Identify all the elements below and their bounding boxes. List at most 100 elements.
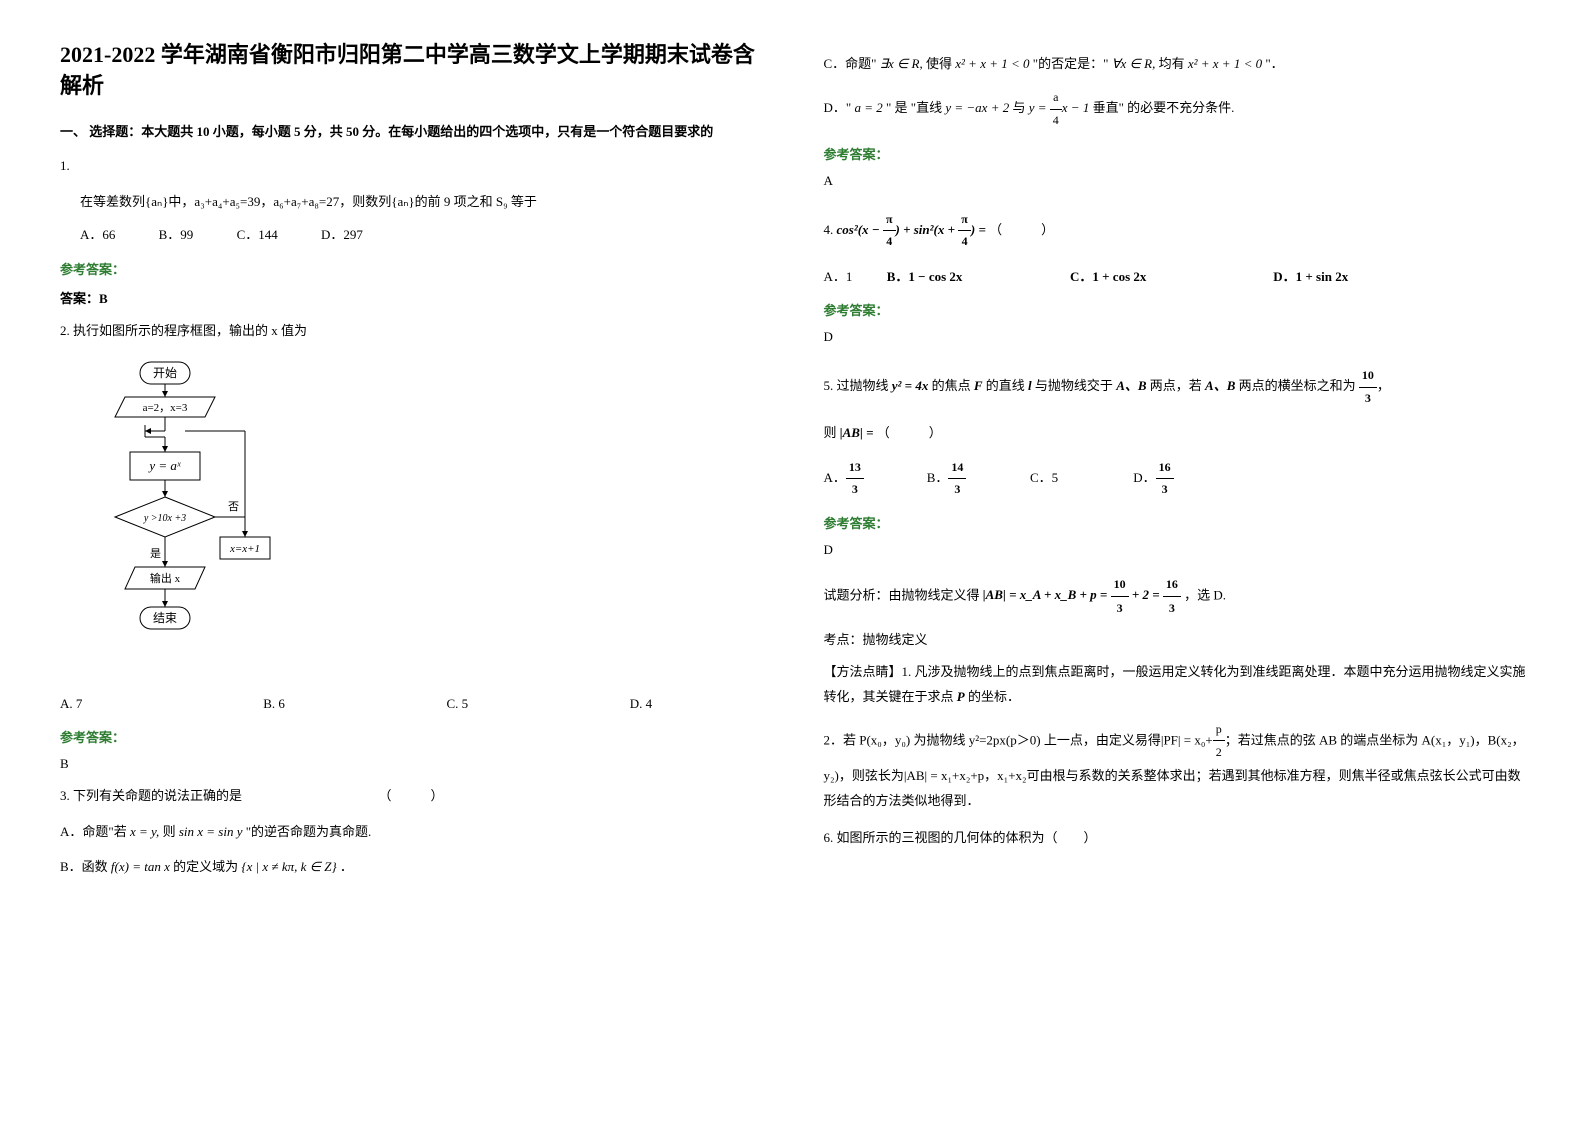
q4-f2d: 4 xyxy=(958,231,971,253)
q3d-post: 垂直" 的必要不充分条件. xyxy=(1093,100,1235,115)
q5-l: l xyxy=(1028,378,1032,393)
fc-inc: x=x+1 xyxy=(229,543,260,555)
q1-number: 1. xyxy=(60,154,764,177)
q5b-pre: B． xyxy=(927,470,949,485)
q3-optD: D．" a = 2 " 是 "直线 y = −ax + 2 与 y = a4x … xyxy=(824,87,1528,131)
q2-answer: B xyxy=(60,756,764,772)
section-heading: 一、 选择题：本大题共 10 小题，每小题 5 分，共 50 分。在每小题给出的… xyxy=(60,122,764,143)
q4-optB: B．1 − cos 2x xyxy=(887,265,1067,288)
q3b-set: {x | x ≠ kπ, k ∈ Z} xyxy=(241,859,336,874)
q5-sd: 3 xyxy=(1359,388,1377,410)
fc-output: 输出 x xyxy=(150,571,181,585)
q1-optB: B．99 xyxy=(159,223,194,246)
q5-mP: P xyxy=(957,689,965,704)
q3c-mid2: "的否定是：" xyxy=(1033,56,1109,71)
q5-an-post: ，选 D. xyxy=(1184,587,1226,602)
q5-m5: 两点的横坐标之和为 xyxy=(1239,378,1356,393)
q5-F: F xyxy=(974,378,983,393)
q5-m1p: 的坐标． xyxy=(968,689,1020,704)
q5-an-pre: 试题分析：由抛物线定义得 xyxy=(824,587,980,602)
q5b-d: 3 xyxy=(948,479,966,501)
fc-start: 开始 xyxy=(153,366,177,380)
q2-answer-label: 参考答案： xyxy=(60,727,764,746)
q4-options: A．1 B．1 − cos 2x C．1 + cos 2x D．1 + sin … xyxy=(824,265,1528,288)
q4-answer-label: 参考答案： xyxy=(824,300,1528,319)
page-container: 2021-2022 学年湖南省衡阳市归阳第二中学高三数学文上学期期末试卷含解析 … xyxy=(60,40,1527,891)
q2-number: 2. xyxy=(60,323,73,338)
q3d-l2-post: x − 1 xyxy=(1062,100,1090,115)
q4-optC: C．1 + cos 2x xyxy=(1070,265,1270,288)
fc-yes: 是 xyxy=(150,547,161,560)
fc-end: 结束 xyxy=(153,611,177,625)
question-6: 6. 如图所示的三视图的几何体的体积为（ ） xyxy=(824,826,1528,849)
q3-number: 3. xyxy=(60,788,73,803)
q5-an-mid: + 2 = xyxy=(1129,587,1163,602)
q3c-expr: x² + x + 1 < 0 xyxy=(955,56,1029,71)
q5-AB: A、B xyxy=(1116,378,1146,393)
q2-optB: B. 6 xyxy=(263,692,443,715)
q1-answer: 答案：B xyxy=(60,288,764,307)
q4-f1d: 4 xyxy=(883,231,896,253)
q6-text: 如图所示的三视图的几何体的体积为（ ） xyxy=(837,830,1097,845)
q3a-post: "的逆否命题为真命题. xyxy=(246,824,372,839)
q4-f1n: π xyxy=(883,209,896,232)
question-2: 2. 执行如图所示的程序框图，输出的 x 值为 xyxy=(60,319,764,342)
q5-mt: 【方法点睛】 xyxy=(824,664,902,679)
q3d-l2-num: a xyxy=(1050,87,1062,110)
q5-then: 则 |AB| = （ ） xyxy=(824,421,1528,444)
q1-answer-label: 参考答案： xyxy=(60,259,764,278)
question-1: 1. 在等差数列{aₙ}中，a₃+a₄+a₅=39，a₆+a₇+a₈=27，则数… xyxy=(60,154,764,246)
q2-optA: A. 7 xyxy=(60,692,260,715)
q4-optA: A．1 xyxy=(824,265,884,288)
q5-optC: C．5 xyxy=(1030,466,1130,489)
q3-answer-label: 参考答案： xyxy=(824,144,1528,163)
q3d-l2-pre: y = xyxy=(1029,100,1050,115)
q5-an-n2: 16 xyxy=(1163,573,1181,597)
q4-optD: D．1 + sin 2x xyxy=(1273,265,1348,288)
q5-m1: 的焦点 xyxy=(932,378,971,393)
q5-method2: 2．若 P(x₀，y₀) 为抛物线 y²=2px(p＞0) 上一点，由定义易得|… xyxy=(824,718,1528,814)
q3-optA: A．命题"若 x = y, 则 sin x = sin y "的逆否命题为真命题… xyxy=(60,820,764,843)
q5-AB2: A、B xyxy=(1205,378,1235,393)
q3d-mid: " 是 "直线 xyxy=(886,100,942,115)
q5-an-n1: 10 xyxy=(1111,573,1129,597)
q5-then-pre: 则 xyxy=(824,425,837,440)
q5-sn: 10 xyxy=(1359,365,1377,388)
q3c-mid3: 均有 xyxy=(1159,56,1185,71)
q5-optB: B．143 xyxy=(927,457,1027,501)
q4-expr: cos²(x − π4) + sin²(x + π4) = xyxy=(837,222,990,237)
q5-method1: 【方法点睛】1. 凡涉及抛物线上的点到焦点距离时，一般运用定义转化为到准线距离处… xyxy=(824,660,1528,709)
q2-flowchart: 开始 a=2，x=3 y = aˣ y >10 xyxy=(90,357,764,677)
q5-an-expr: |AB| = x_A + x_B + p = 103 + 2 = 163 xyxy=(983,587,1184,602)
q5d-pre: D． xyxy=(1133,470,1155,485)
q4-f2n: π xyxy=(958,209,971,232)
q5d-d: 3 xyxy=(1156,479,1174,501)
fc-init: a=2，x=3 xyxy=(143,402,188,414)
q3d-l1: y = −ax + 2 xyxy=(945,100,1009,115)
q2-optC: C. 5 xyxy=(447,692,627,715)
q6-number: 6. xyxy=(824,830,837,845)
q5-an-epre: |AB| = x_A + x_B + p = xyxy=(983,587,1111,602)
q3d-a: a = 2 xyxy=(854,100,882,115)
q5-an-d1: 3 xyxy=(1111,597,1129,620)
fc-no: 否 xyxy=(228,501,239,513)
q5-post: ， xyxy=(1377,378,1390,393)
q2-text: 执行如图所示的程序框图，输出的 x 值为 xyxy=(73,323,307,338)
question-4: 4. cos²(x − π4) + sin²(x + π4) = （ ） xyxy=(824,209,1528,253)
q5-m3: 与抛物线交于 xyxy=(1035,378,1113,393)
q1-optD: D．297 xyxy=(321,223,363,246)
q3b-mid: 的定义域为 xyxy=(173,859,238,874)
q1-text: 在等差数列{aₙ}中，a₃+a₄+a₅=39，a₆+a₇+a₈=27，则数列{a… xyxy=(80,190,764,213)
q4-pre: cos²(x − xyxy=(837,222,883,237)
q3c-a: ∀x ∈ R, xyxy=(1112,56,1156,71)
q5-m1t: 1. 凡涉及抛物线上的点到焦点距离时，一般运用定义转化为到准线距离处理．本题中充… xyxy=(824,664,1526,704)
q5-an-d2: 3 xyxy=(1163,597,1181,620)
q5-m2pre: 2．若 P(x₀，y₀) 为抛物线 y²=2px(p＞0) 上一点，由定义易得|… xyxy=(824,732,1213,747)
q2-optD: D. 4 xyxy=(630,692,652,715)
exam-title: 2021-2022 学年湖南省衡阳市归阳第二中学高三数学文上学期期末试卷含解析 xyxy=(60,40,764,102)
q4-paren: （ ） xyxy=(989,222,1054,237)
q5-optD: D．163 xyxy=(1133,457,1173,501)
q5-analysis: 试题分析：由抛物线定义得 |AB| = x_A + x_B + p = 103 … xyxy=(824,573,1528,620)
q3a-mid: x = y, xyxy=(130,824,159,839)
question-3: 3. 下列有关命题的说法正确的是 （ ） xyxy=(60,784,764,807)
